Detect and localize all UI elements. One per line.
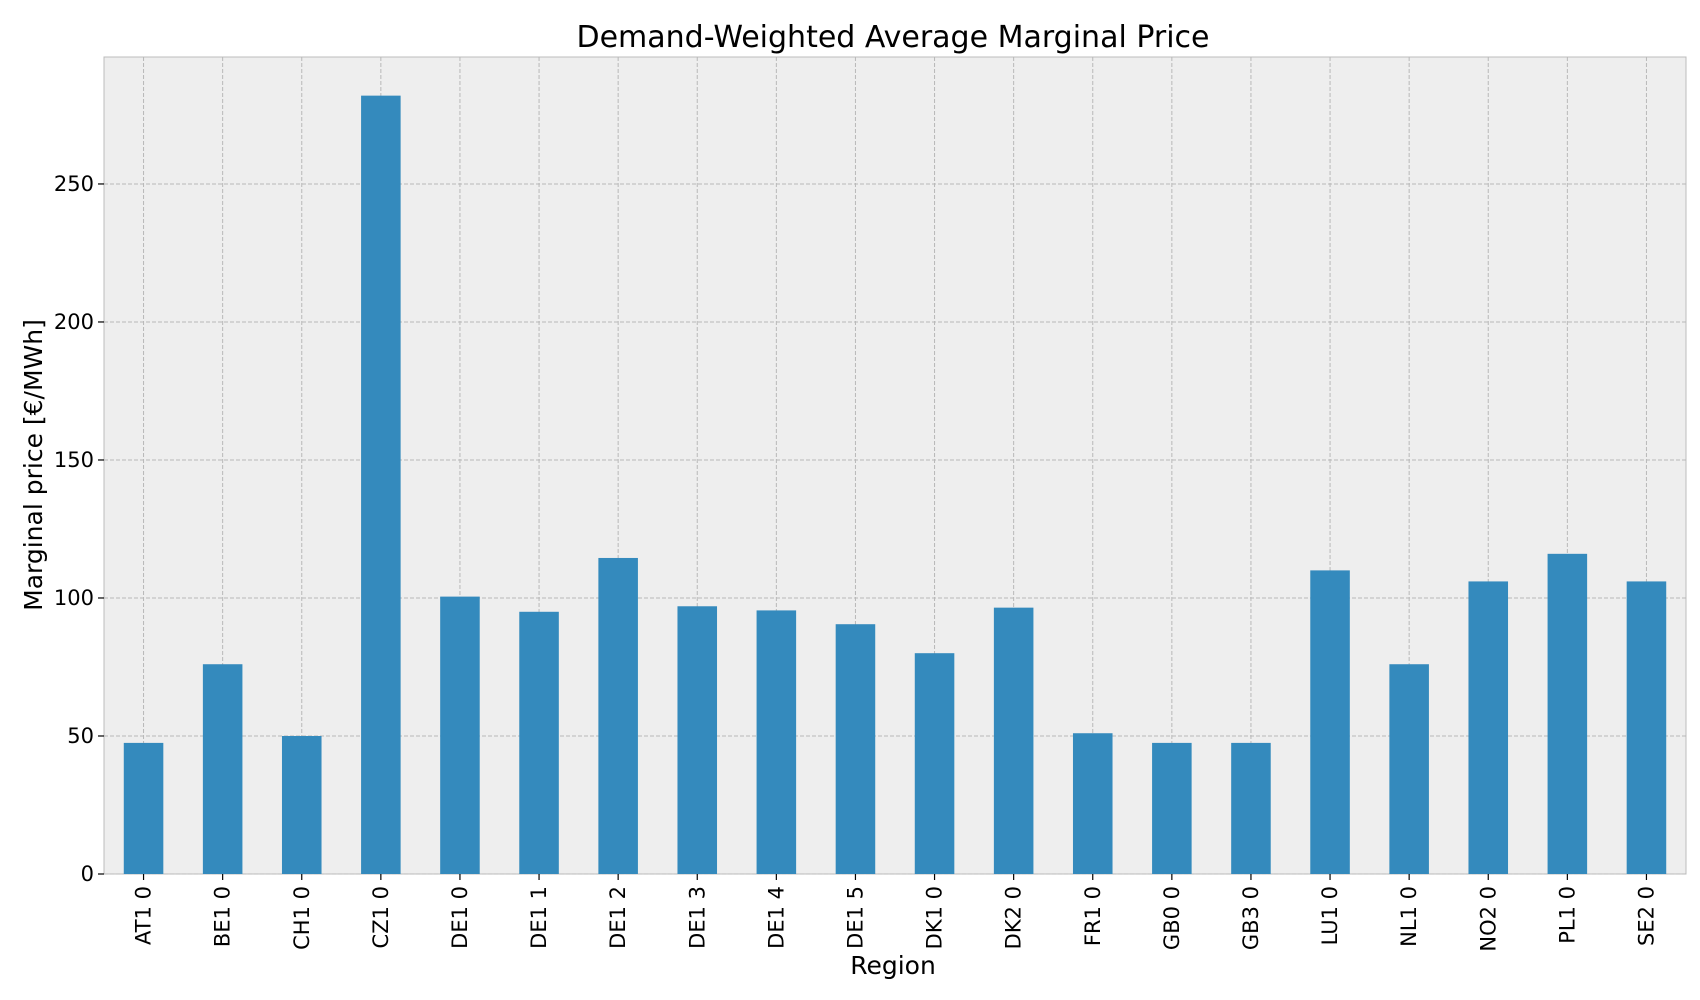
bar [993, 607, 1034, 874]
bar [1072, 733, 1113, 874]
x-tick-label: LU1 0 [1318, 886, 1342, 945]
bars [123, 95, 1667, 874]
x-tick-label: GB0 0 [1160, 886, 1184, 950]
bar [440, 596, 480, 874]
bar [281, 735, 322, 874]
bar [677, 606, 718, 874]
y-tick-label: 50 [67, 724, 94, 748]
bar [1152, 742, 1192, 874]
x-tick-label: DE1 3 [685, 886, 709, 949]
x-tick-label: DE1 0 [448, 886, 472, 949]
x-tick-label: PL1 0 [1555, 886, 1579, 944]
plot-area [103, 56, 1687, 875]
x-tick-label: SE2 0 [1634, 886, 1658, 946]
bar [756, 610, 797, 874]
y-axis-ticks: 0 50 100 150 200 250 [54, 172, 104, 886]
x-tick-label: DE1 4 [764, 886, 788, 949]
bar [1310, 570, 1350, 874]
bar [1231, 742, 1271, 874]
bar [914, 653, 955, 874]
bar [519, 611, 559, 874]
bar [1626, 581, 1667, 874]
chart-title: Demand-Weighted Average Marginal Price [576, 20, 1209, 55]
x-tick-label: BE1 0 [211, 886, 235, 947]
y-tick-label: 0 [81, 862, 94, 886]
y-tick-label: 150 [54, 448, 94, 472]
bar [123, 742, 164, 874]
x-tick-label: DK1 0 [923, 886, 947, 949]
bar [598, 557, 638, 874]
x-tick-label: DE1 5 [843, 886, 867, 949]
y-axis-label: Marginal price [€/MWh] [19, 319, 48, 611]
x-tick-label: CH1 0 [290, 886, 314, 950]
x-tick-label: NO2 0 [1476, 886, 1500, 952]
y-tick-label: 100 [54, 586, 94, 610]
x-tick-label: DK2 0 [1002, 886, 1026, 949]
bar [835, 624, 876, 874]
y-tick-label: 200 [54, 310, 94, 334]
x-tick-label: NL1 0 [1397, 886, 1421, 947]
x-axis-ticks: AT1 0 BE1 0 CH1 0 CZ1 0 DE1 0 DE1 1 DE1 2 DE1 3… [132, 874, 1658, 952]
bar [1389, 664, 1429, 874]
bar [202, 664, 243, 874]
bar [361, 95, 401, 874]
x-tick-label: DE1 1 [527, 886, 551, 949]
x-axis-label: Region [850, 951, 936, 980]
x-tick-label: CZ1 0 [369, 886, 393, 948]
bar [1468, 581, 1509, 874]
x-tick-label: DE1 2 [606, 886, 630, 949]
y-tick-label: 250 [54, 172, 94, 196]
bar [1547, 553, 1588, 874]
x-tick-label: FR1 0 [1081, 886, 1105, 946]
x-tick-label: AT1 0 [132, 886, 156, 945]
x-tick-label: GB3 0 [1239, 886, 1263, 950]
